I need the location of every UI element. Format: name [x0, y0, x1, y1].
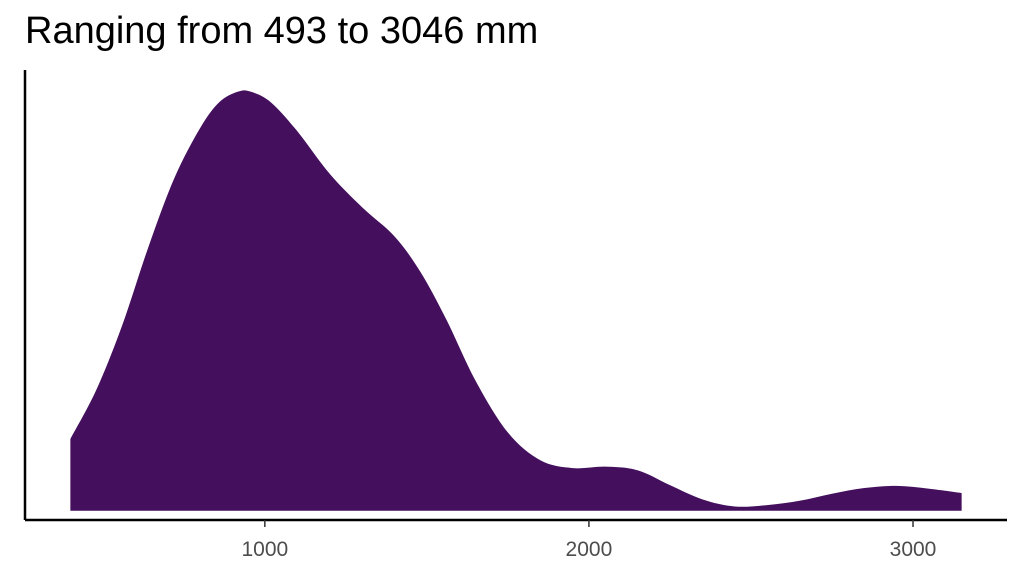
chart-title: Ranging from 493 to 3046 mm	[25, 10, 539, 52]
x-axis-ticks: 1000 2000 3000	[241, 520, 936, 561]
density-area	[70, 90, 962, 511]
x-tick-label: 1000	[241, 538, 288, 561]
x-tick-label: 3000	[890, 538, 937, 561]
x-tick-label: 2000	[566, 538, 613, 561]
